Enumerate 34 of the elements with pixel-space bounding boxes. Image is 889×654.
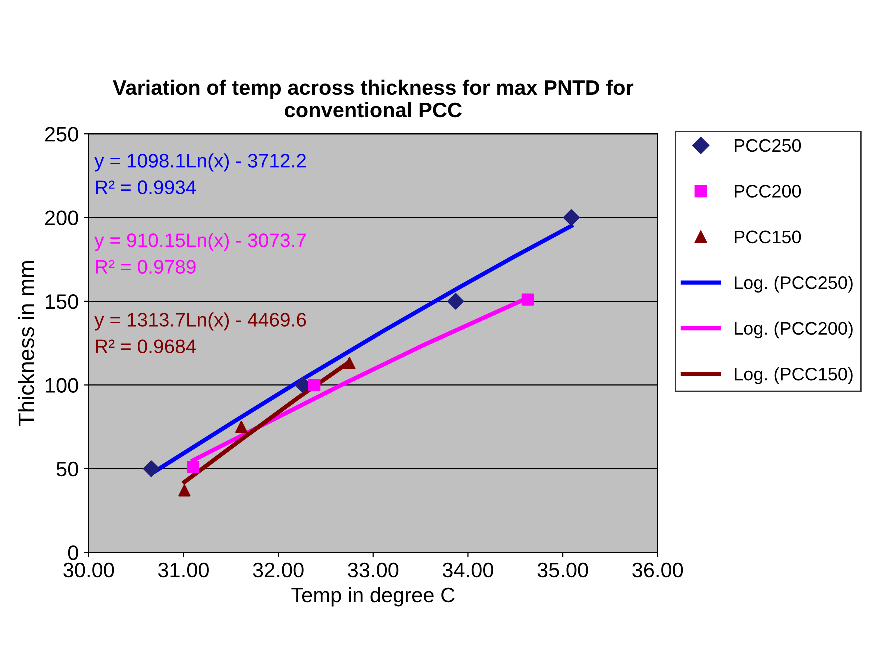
y-tick-label: 50 [56,462,78,477]
point [235,420,248,434]
point [178,484,191,497]
legend-label: PCC250 [735,139,802,152]
point [522,294,534,306]
x-tick-label: 35.00 [538,562,588,578]
annotation: y = 910.15Ln(x) - 3073.7 R² = 0.9789 [94,233,306,274]
x-tick-label: 36.00 [632,562,684,578]
point [344,357,356,370]
legend-label: Log. (PCC200) [735,322,853,339]
y-tick-label: 100 [46,378,78,393]
x-tick-label: 34.00 [442,562,494,578]
x-tick-label: 33.00 [348,562,399,578]
point [143,460,160,478]
y-tick-label: 250 [45,127,78,142]
point [308,379,321,392]
y-tick-label: 150 [46,294,78,310]
x-tick-label: 30.00 [64,562,114,578]
y-tick-label: 200 [45,210,78,226]
point [448,293,464,310]
point [563,209,580,226]
annotation: y = 1313.7Ln(x) - 4469.6 R² = 0.9684 [94,312,306,354]
y-tick-label: 0 [68,546,78,560]
x-tick-label: 31.00 [158,562,209,578]
legend-label: PCC150 [735,230,802,244]
x-axis-title: Temp in degree C [292,587,455,607]
legend-label: Log. (PCC250) [735,276,853,293]
x-tick-label: 32.00 [253,562,304,578]
annotation: y = 1098.1Ln(x) - 3712.2 R² = 0.9934 [94,154,306,194]
legend-label: Log. (PCC150) [735,367,853,384]
y-axis-title: Thickness in mm [18,261,34,426]
chart-title: Variation of temp across thickness for max PNTD for conventional PCC [113,80,634,118]
legend-label: PCC200 [735,185,802,198]
point [187,461,200,474]
